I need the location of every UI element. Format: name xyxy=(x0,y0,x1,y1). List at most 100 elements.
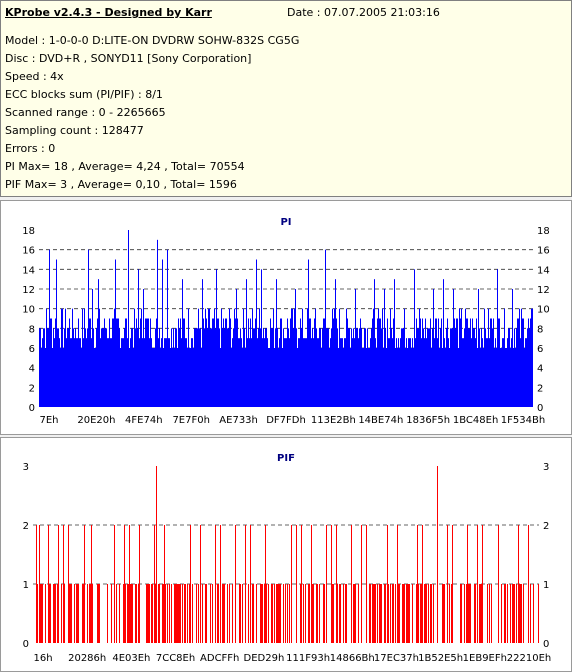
pif-bar xyxy=(123,584,124,643)
pi-bar xyxy=(241,338,242,407)
pif-bar xyxy=(491,584,492,643)
pi-bar xyxy=(107,338,108,407)
pi-bar xyxy=(522,318,523,407)
pif-bar xyxy=(92,584,93,643)
pi-bar xyxy=(99,308,100,407)
pif-bar xyxy=(424,584,425,643)
pi-bar xyxy=(42,338,43,407)
pi-bar xyxy=(359,328,360,407)
pif-bar xyxy=(482,525,483,643)
pi-bar xyxy=(203,318,204,407)
pi-bar xyxy=(141,308,142,407)
pi-bar xyxy=(256,259,257,407)
pi-bar xyxy=(276,279,277,407)
pif-bar xyxy=(345,584,346,643)
pi-bar xyxy=(212,318,213,407)
pi-bar xyxy=(215,328,216,407)
pi-bar xyxy=(187,348,188,407)
pi-bar xyxy=(465,308,466,407)
pif-bar xyxy=(408,584,409,643)
pif-bar xyxy=(317,584,318,643)
y-tick-label-left: 1 xyxy=(23,580,29,591)
pi-bar xyxy=(301,328,302,407)
pif-bar xyxy=(48,525,49,643)
pi-bar xyxy=(113,318,114,407)
pi-bar xyxy=(420,318,421,407)
pi-bar xyxy=(85,328,86,407)
pi-bar xyxy=(94,348,95,407)
pi-bar xyxy=(205,308,206,407)
pi-bar xyxy=(140,318,141,407)
pi-bar xyxy=(188,308,189,407)
pi-bar xyxy=(95,348,96,407)
pif-bar xyxy=(404,584,405,643)
pif-bar xyxy=(261,584,262,643)
pif-bar xyxy=(132,584,133,643)
pif-bar xyxy=(431,584,432,643)
pif-bar xyxy=(90,584,91,643)
pi-bar xyxy=(519,308,520,407)
pi-bar xyxy=(471,338,472,407)
pif-bar xyxy=(224,584,225,643)
pif-bar xyxy=(49,584,50,643)
pi-bar xyxy=(199,328,200,407)
pi-bar xyxy=(333,318,334,407)
pi-bar xyxy=(487,338,488,407)
pi-bar xyxy=(76,338,77,407)
pif-bar xyxy=(178,584,179,643)
pi-bar xyxy=(220,348,221,407)
pi-bar xyxy=(147,318,148,407)
pi-bar xyxy=(40,328,41,407)
pif-bar xyxy=(406,584,407,643)
pif-bar xyxy=(190,525,191,643)
pif-bar xyxy=(63,525,64,643)
pi-bar xyxy=(229,308,230,407)
pif-bar xyxy=(159,584,160,643)
pi-bar xyxy=(529,328,530,407)
pi-bar xyxy=(495,338,496,407)
pif-bar xyxy=(274,584,275,643)
pi-bar xyxy=(517,318,518,407)
pi-bar xyxy=(506,348,507,407)
pi-bar xyxy=(207,328,208,407)
pif-bar xyxy=(461,584,462,643)
pi-bar xyxy=(499,318,500,407)
pif-bar xyxy=(169,584,170,643)
pi-bar xyxy=(512,289,513,407)
x-tick-label: 113E2Bh xyxy=(311,415,356,426)
pi-bar xyxy=(208,308,209,407)
pif-bar xyxy=(339,584,340,643)
pi-bar xyxy=(381,328,382,407)
pi-bar xyxy=(421,338,422,407)
pi-bar xyxy=(130,338,131,407)
pi-bar xyxy=(513,348,514,407)
pi-bar xyxy=(164,338,165,407)
pif-bar xyxy=(135,584,136,643)
pif-bar xyxy=(323,584,324,643)
info-disc: Disc : DVD+R , SONYD11 [Sony Corporation… xyxy=(5,52,252,65)
pi-bar xyxy=(369,348,370,407)
pi-bar xyxy=(343,348,344,407)
pif-bar xyxy=(155,584,156,643)
pi-bar xyxy=(332,308,333,407)
pi-bar xyxy=(137,328,138,407)
pi-bar xyxy=(362,348,363,407)
y-tick-label-right: 14 xyxy=(537,265,550,276)
pi-bar xyxy=(368,348,369,407)
pif-bar xyxy=(420,584,421,643)
pif-bar xyxy=(240,584,241,643)
pi-bar xyxy=(252,308,253,407)
pi-bar xyxy=(443,279,444,407)
pi-bar xyxy=(53,328,54,407)
pi-bar xyxy=(204,328,205,407)
pif-bar xyxy=(174,584,175,643)
pi-bar xyxy=(395,348,396,407)
pi-bar xyxy=(103,328,104,407)
pif-bar xyxy=(523,584,524,643)
pif-bar xyxy=(146,584,147,643)
pi-bar xyxy=(288,328,289,407)
pi-bar xyxy=(434,338,435,407)
pi-bar xyxy=(221,308,222,407)
pi-bar xyxy=(472,318,473,407)
pi-bar xyxy=(491,318,492,407)
